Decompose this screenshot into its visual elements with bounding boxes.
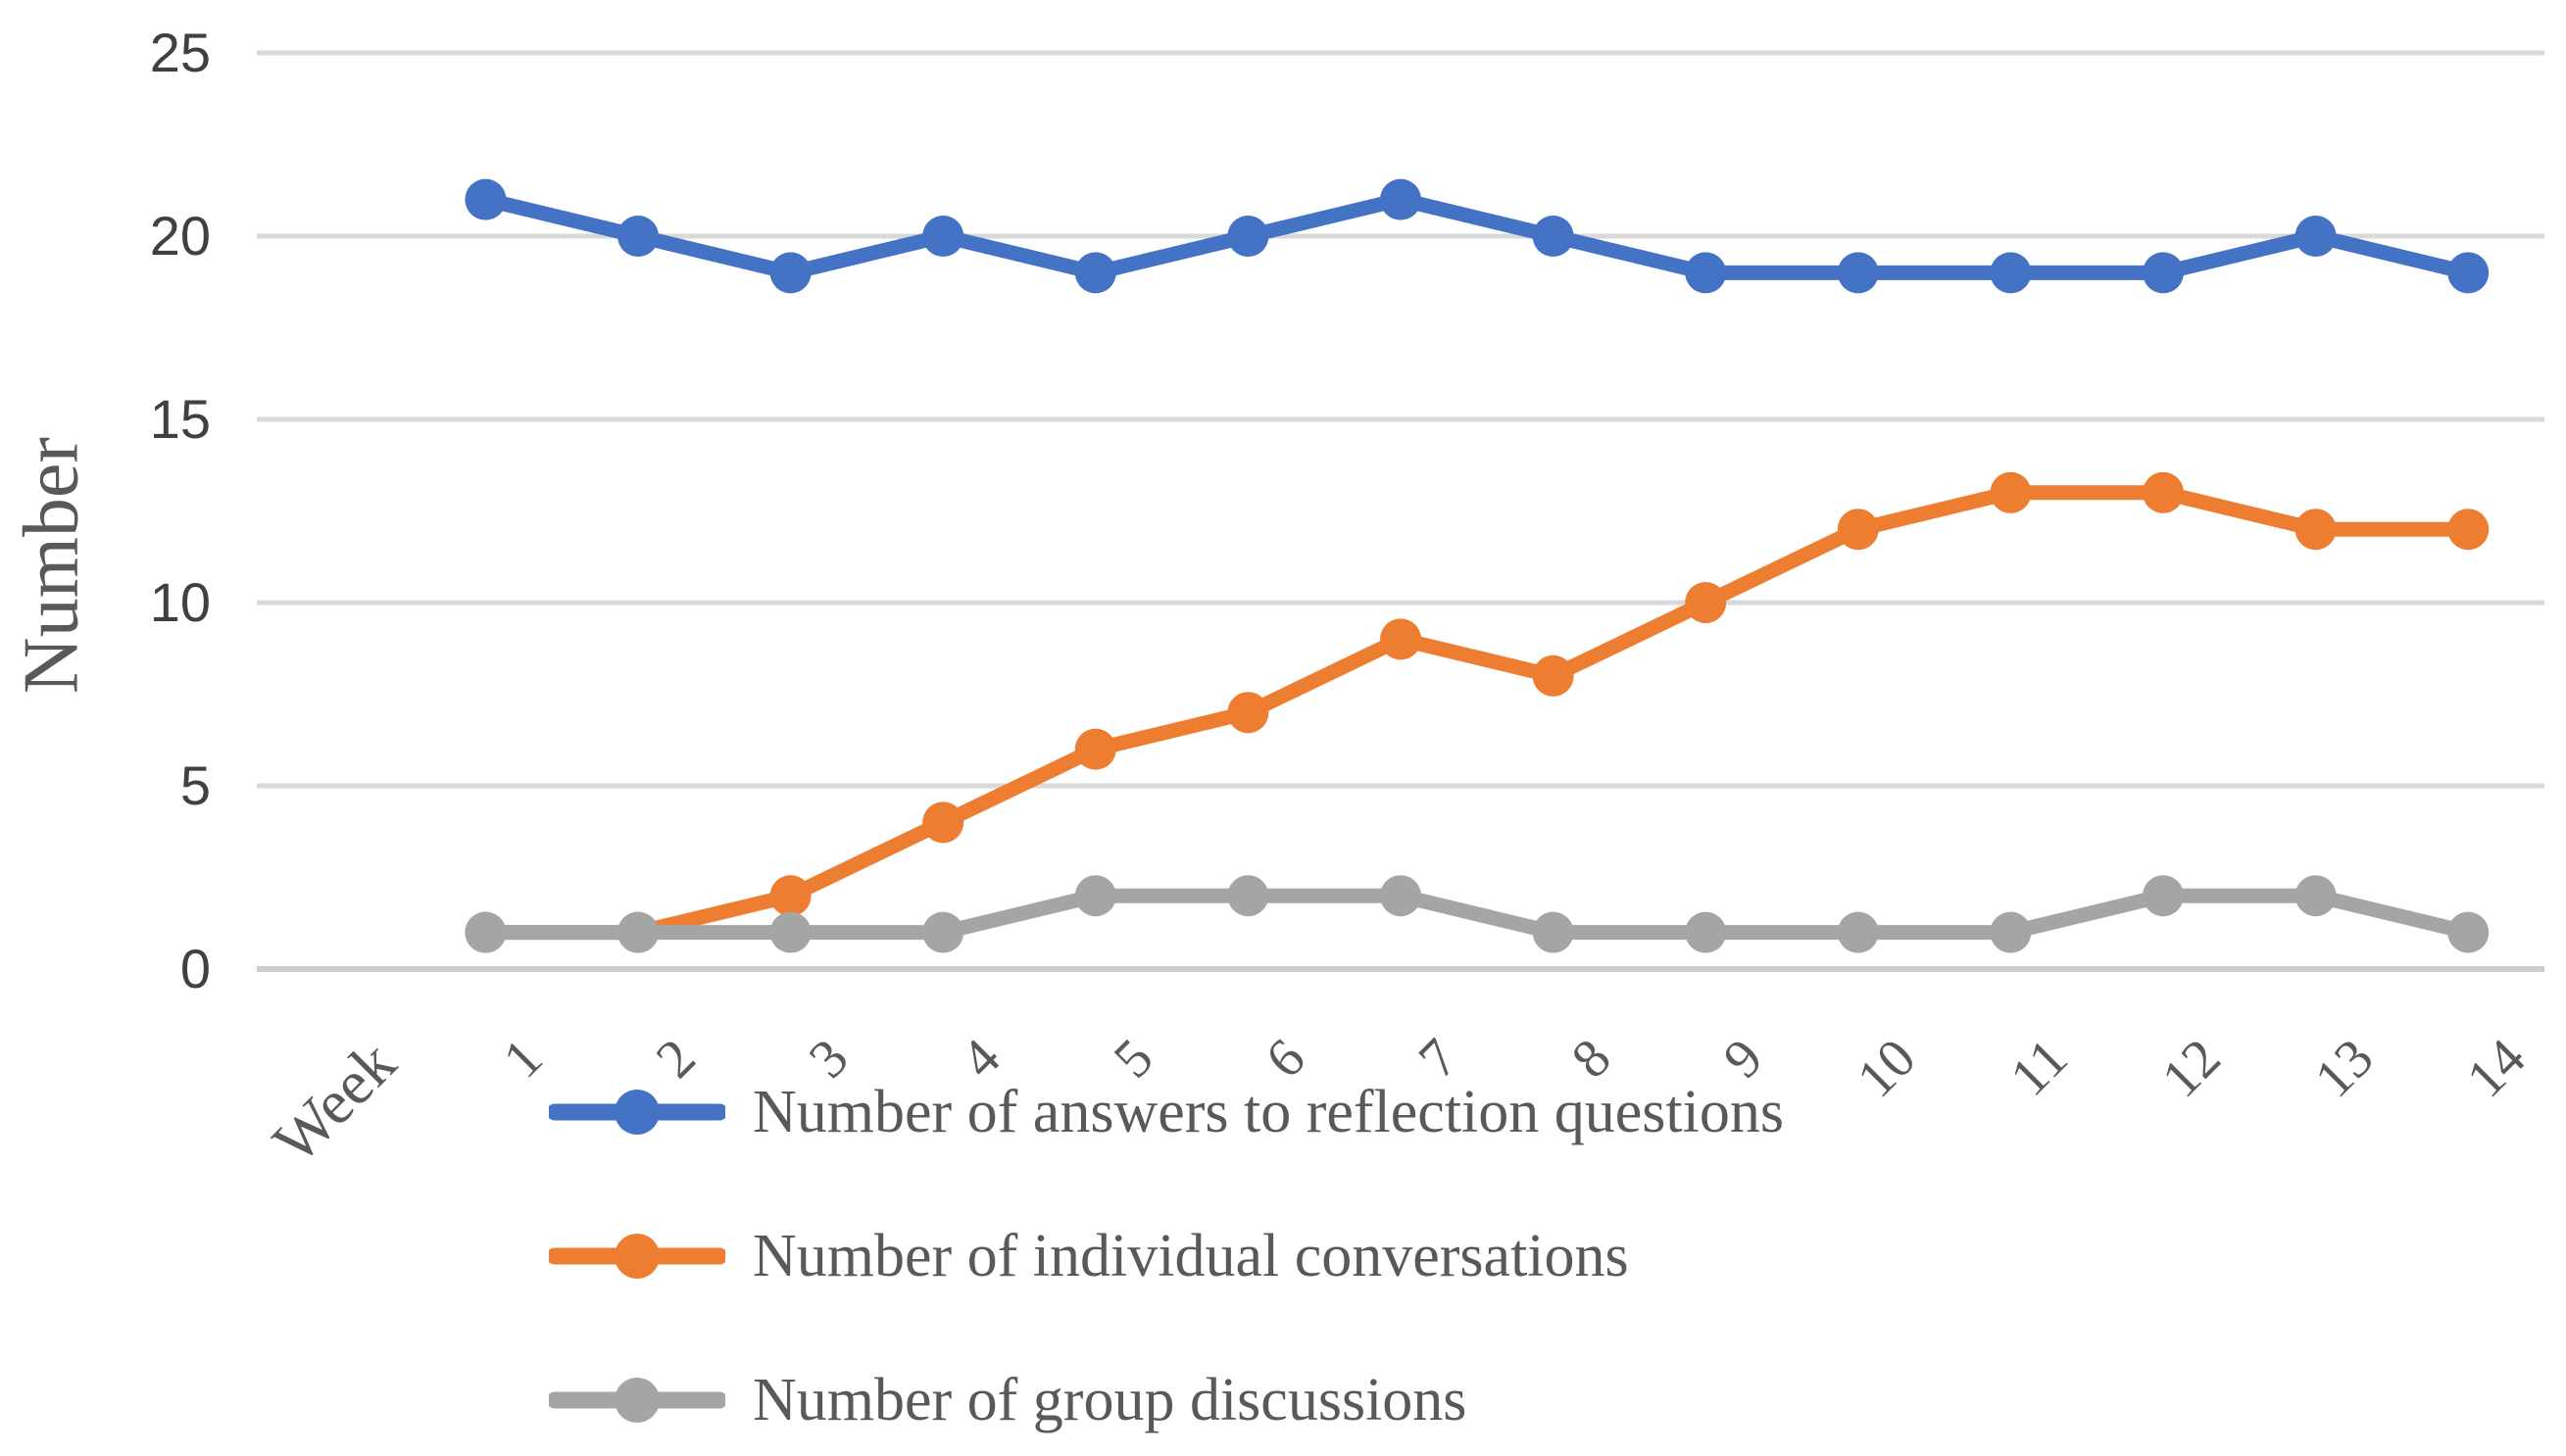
series-marker-1 — [1990, 471, 2032, 513]
series-marker-0 — [617, 216, 659, 257]
series-marker-0 — [2143, 252, 2184, 294]
series-marker-2 — [2447, 911, 2490, 953]
legend-line-marker-icon — [549, 1378, 725, 1423]
series-marker-2 — [1532, 911, 1574, 953]
legend: Number of answers to reflection question… — [549, 1068, 1784, 1444]
series-line-2 — [477, 888, 2476, 941]
legend-item-individual-conversations: Number of individual conversations — [549, 1212, 1784, 1300]
series-marker-0 — [1837, 252, 1879, 294]
series-marker-2 — [1990, 911, 2032, 953]
series-marker-0 — [1227, 216, 1269, 257]
series-marker-1 — [769, 875, 812, 917]
series-marker-1 — [1227, 692, 1269, 734]
series-marker-1 — [922, 801, 964, 844]
legend-label: Number of individual conversations — [753, 1222, 1629, 1289]
series-marker-2 — [2143, 875, 2184, 917]
series-marker-2 — [1380, 875, 1421, 917]
series-marker-0 — [2447, 252, 2490, 294]
series-marker-0 — [465, 178, 507, 220]
series-marker-1 — [2295, 509, 2337, 551]
series-marker-2 — [922, 911, 964, 953]
y-axis-tick-label: 25 — [149, 22, 211, 83]
series-marker-0 — [1380, 178, 1421, 220]
legend-item-reflection-questions: Number of answers to reflection question… — [549, 1068, 1784, 1156]
series-marker-1 — [1837, 509, 1879, 551]
series-marker-1 — [1074, 728, 1116, 770]
series-marker-0 — [769, 252, 812, 294]
y-axis-tick-label: 0 — [179, 938, 211, 999]
series-marker-2 — [2295, 875, 2337, 917]
series-marker-2 — [1837, 911, 1879, 953]
series-marker-1 — [1532, 655, 1574, 697]
series-marker-0 — [922, 216, 964, 257]
series-marker-1 — [2143, 471, 2184, 513]
series-marker-1 — [1685, 582, 1727, 623]
series-marker-0 — [1990, 252, 2032, 294]
series-marker-1 — [2447, 509, 2490, 551]
series-marker-2 — [617, 911, 659, 953]
series-marker-0 — [2295, 216, 2337, 257]
series-marker-2 — [769, 911, 812, 953]
legend-line-marker-icon — [549, 1234, 725, 1279]
y-axis-tick-label: 15 — [149, 388, 211, 450]
y-axis-tick-label: 10 — [149, 571, 211, 633]
series-line-1 — [477, 485, 2476, 941]
series-marker-2 — [465, 911, 507, 953]
series-marker-0 — [1074, 252, 1116, 294]
series-marker-1 — [1380, 618, 1421, 660]
y-axis-tick-label: 20 — [149, 205, 211, 267]
series-marker-0 — [1532, 216, 1574, 257]
legend-item-group-discussions: Number of group discussions — [549, 1356, 1784, 1444]
series-marker-2 — [1685, 911, 1727, 953]
series-line-0 — [477, 192, 2476, 280]
y-axis-tick-label: 5 — [179, 754, 211, 816]
legend-line-marker-icon — [549, 1090, 725, 1135]
series-marker-2 — [1074, 875, 1116, 917]
series-marker-2 — [1227, 875, 1269, 917]
legend-label: Number of group discussions — [753, 1366, 1467, 1433]
series-marker-0 — [1685, 252, 1727, 294]
legend-label: Number of answers to reflection question… — [753, 1078, 1785, 1145]
